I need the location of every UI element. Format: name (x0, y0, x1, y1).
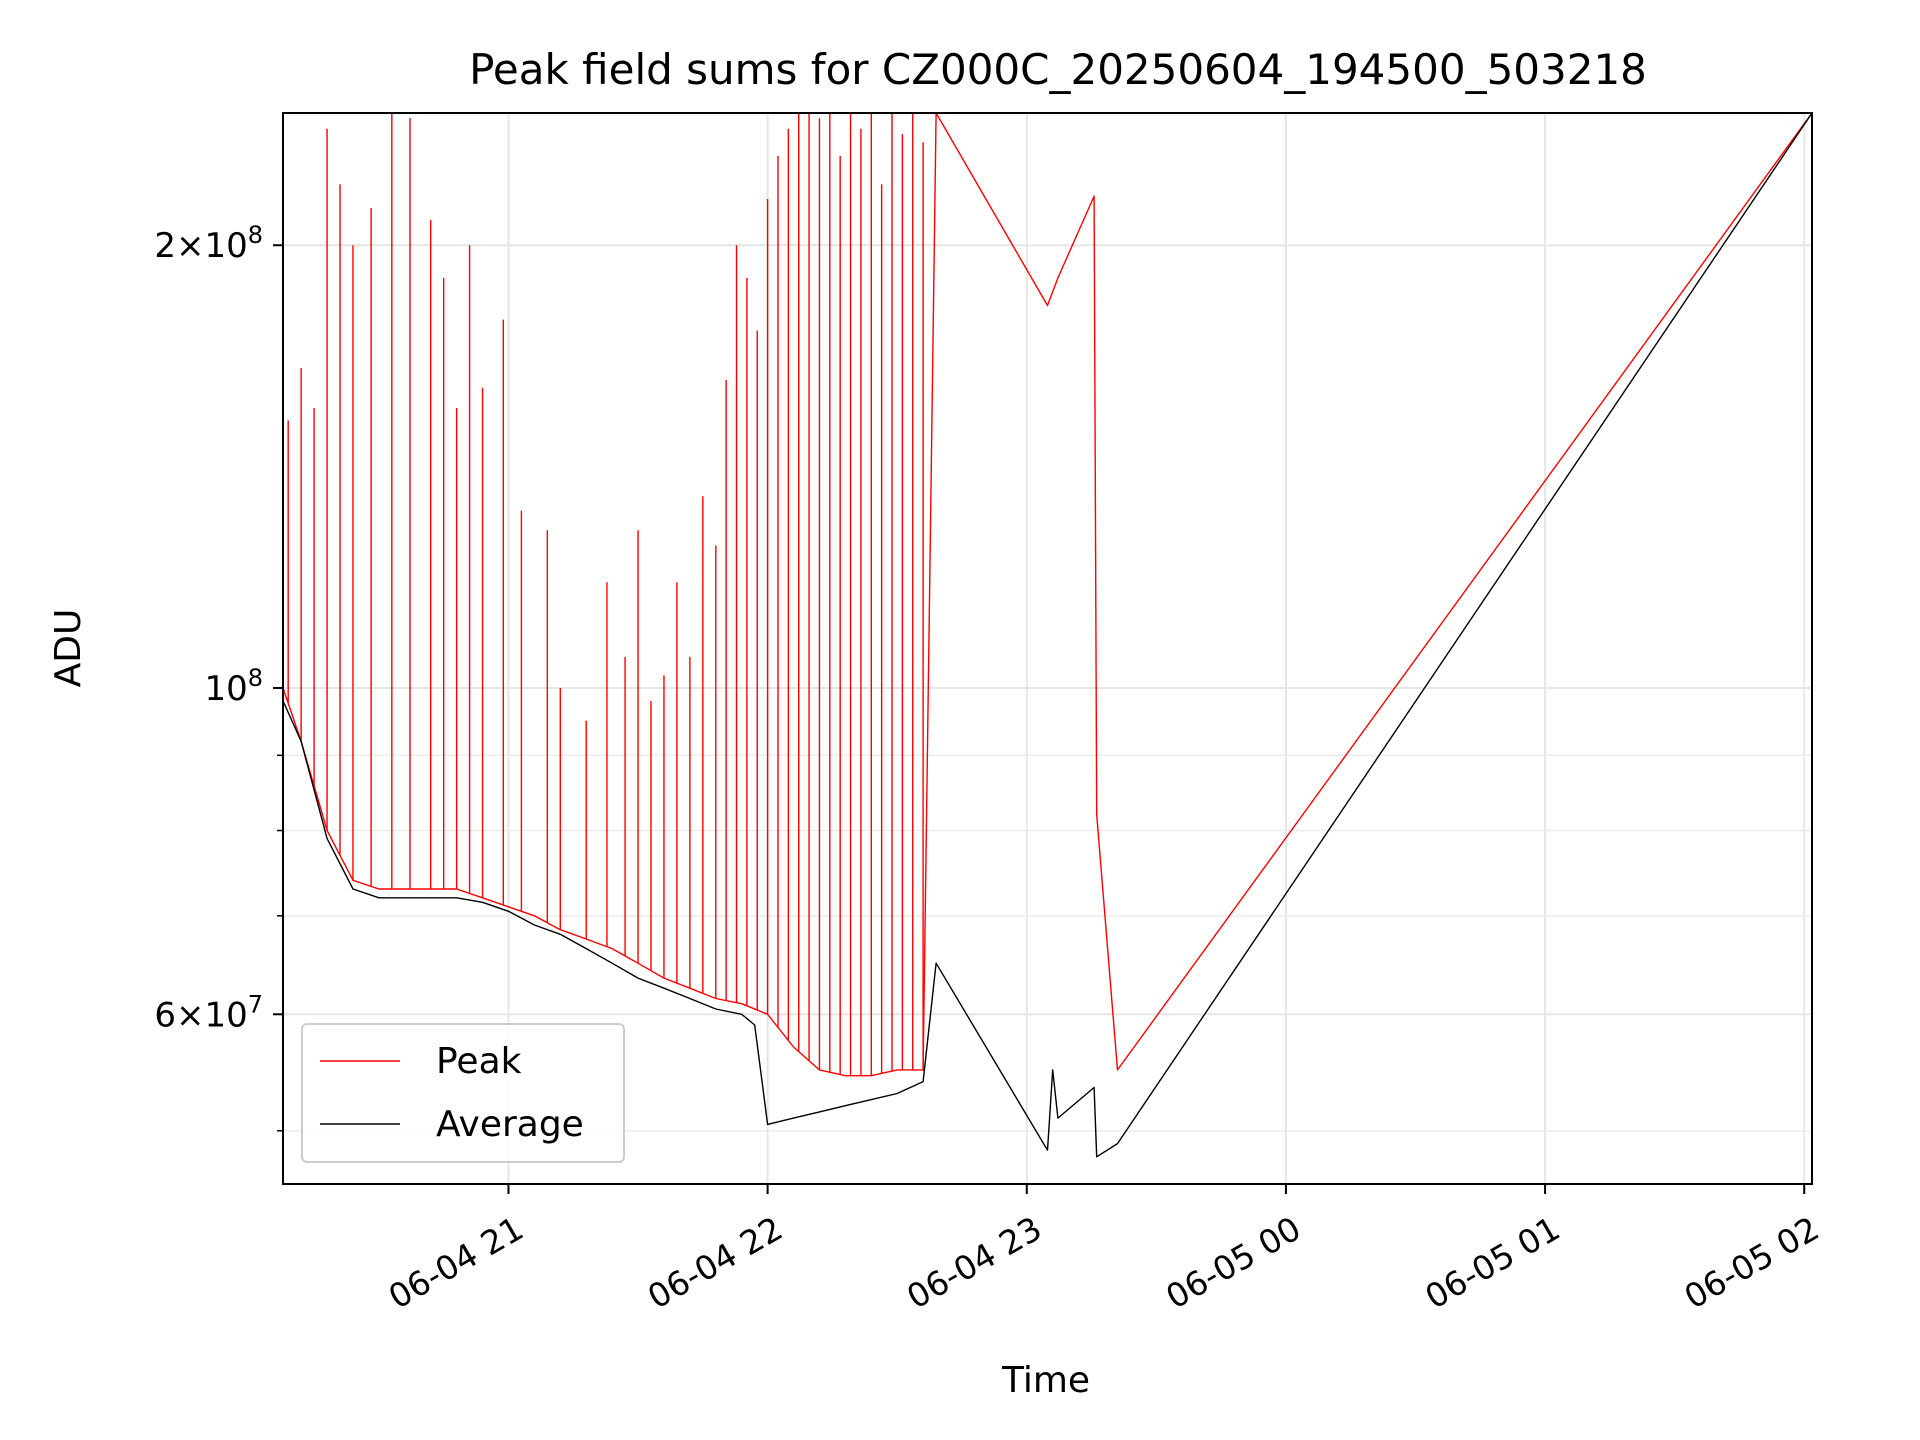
chart-title: Peak field sums for CZ000C_20250604_1945… (469, 45, 1647, 94)
series-layer (282, 112, 1813, 1158)
legend: Peak Average (301, 1023, 625, 1163)
legend-average-label: Average (436, 1104, 584, 1145)
plot-frame (282, 112, 1813, 1185)
legend-box (301, 1023, 625, 1163)
y-axis: 6×107 108 2×108 (154, 221, 283, 1132)
y-tick-label-0: 6×107 (154, 990, 263, 1035)
series-line-average (282, 112, 1813, 1158)
grid (283, 113, 1812, 1184)
legend-peak-label: Peak (436, 1041, 522, 1082)
x-axis-label: Time (1001, 1360, 1090, 1401)
y-tick-label-2: 2×108 (154, 221, 263, 266)
y-axis-label: ADU (48, 609, 89, 688)
y-tick-label-1: 108 (204, 664, 263, 709)
